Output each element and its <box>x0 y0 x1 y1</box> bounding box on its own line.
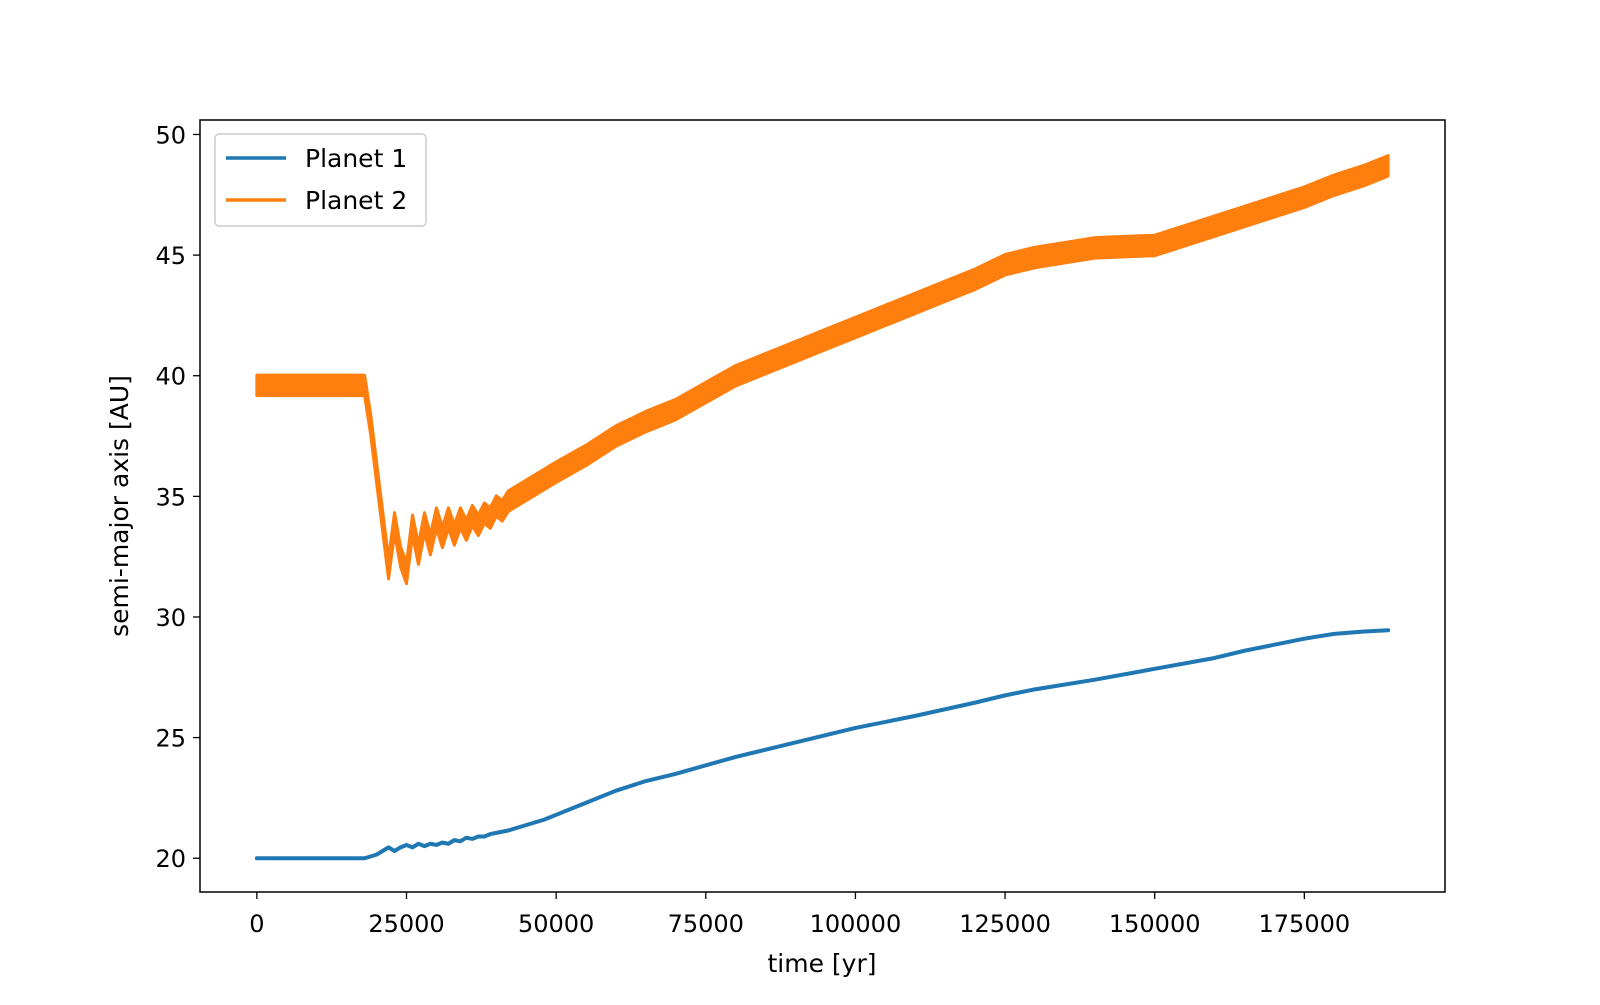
x-tick-label: 75000 <box>668 910 744 938</box>
x-tick-label: 25000 <box>368 910 444 938</box>
y-tick-label: 30 <box>155 604 186 632</box>
x-axis-label: time [yr] <box>767 949 876 978</box>
y-tick-label: 45 <box>155 242 186 270</box>
y-tick-label: 50 <box>155 121 186 149</box>
y-axis: 20 25 30 35 40 45 50 <box>155 121 200 873</box>
series-line-planet-1 <box>254 628 1391 861</box>
x-tick-label: 125000 <box>959 910 1051 938</box>
y-tick-label: 35 <box>155 483 186 511</box>
y-tick-label: 20 <box>155 845 186 873</box>
y-tick-label: 25 <box>155 725 186 753</box>
plot-area <box>254 154 1391 861</box>
y-axis-label: semi-major axis [AU] <box>105 375 134 637</box>
y-tick-label: 40 <box>155 363 186 391</box>
x-tick-label: 175000 <box>1259 910 1351 938</box>
legend-label: Planet 2 <box>305 186 407 215</box>
series-line-planet-2 <box>255 154 1390 586</box>
x-tick-label: 100000 <box>810 910 902 938</box>
x-tick-label: 0 <box>249 910 264 938</box>
x-axis: 0 25000 50000 75000 100000 125000 150000 175000 <box>249 892 1350 938</box>
x-tick-label: 150000 <box>1109 910 1201 938</box>
x-tick-label: 50000 <box>518 910 594 938</box>
axes-frame <box>199 119 1446 893</box>
legend-label: Planet 1 <box>305 144 407 173</box>
legend: Planet 1 Planet 2 <box>214 133 427 227</box>
